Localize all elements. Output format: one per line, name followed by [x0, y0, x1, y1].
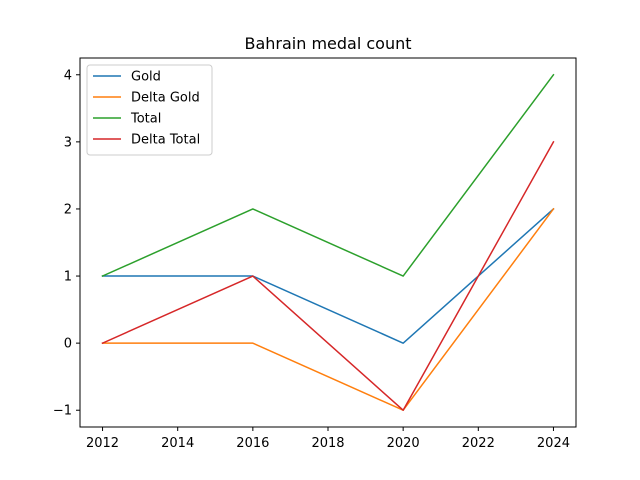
series-line-delta-gold	[101, 207, 555, 411]
axes-frame	[79, 57, 577, 428]
plot-lines	[101, 73, 555, 411]
x-axis-ticks: 2012 2014 2016 2018 2020 2022 2024	[86, 427, 570, 451]
y-axis-ticks: −1 0 1 2 3 4	[53, 68, 80, 419]
legend-box	[86, 64, 213, 156]
x-tick-label: 2018	[311, 436, 344, 451]
series-line-total	[101, 73, 555, 278]
y-tick-label: 4	[64, 68, 72, 83]
legend-label-gold: Gold	[131, 70, 161, 85]
series-line-delta-total	[101, 140, 555, 411]
legend-label-total: Total	[130, 112, 161, 127]
chart-title: Bahrain medal count	[244, 34, 411, 53]
x-tick-label: 2012	[86, 436, 119, 451]
y-tick-label: 3	[64, 135, 72, 150]
y-tick-label: 0	[64, 337, 72, 352]
legend-label-delta-gold: Delta Gold	[131, 91, 200, 106]
y-tick-label: 1	[64, 270, 72, 285]
x-tick-label: 2022	[462, 436, 495, 451]
x-tick-label: 2016	[236, 436, 269, 451]
x-tick-label: 2024	[537, 436, 570, 451]
x-tick-label: 2020	[387, 436, 420, 451]
y-tick-label: 2	[64, 202, 72, 217]
y-tick-label: −1	[53, 404, 72, 419]
legend-label-delta-total: Delta Total	[131, 133, 200, 148]
x-tick-label: 2014	[161, 436, 194, 451]
legend: Gold Delta Gold Total Delta Total	[86, 64, 213, 156]
